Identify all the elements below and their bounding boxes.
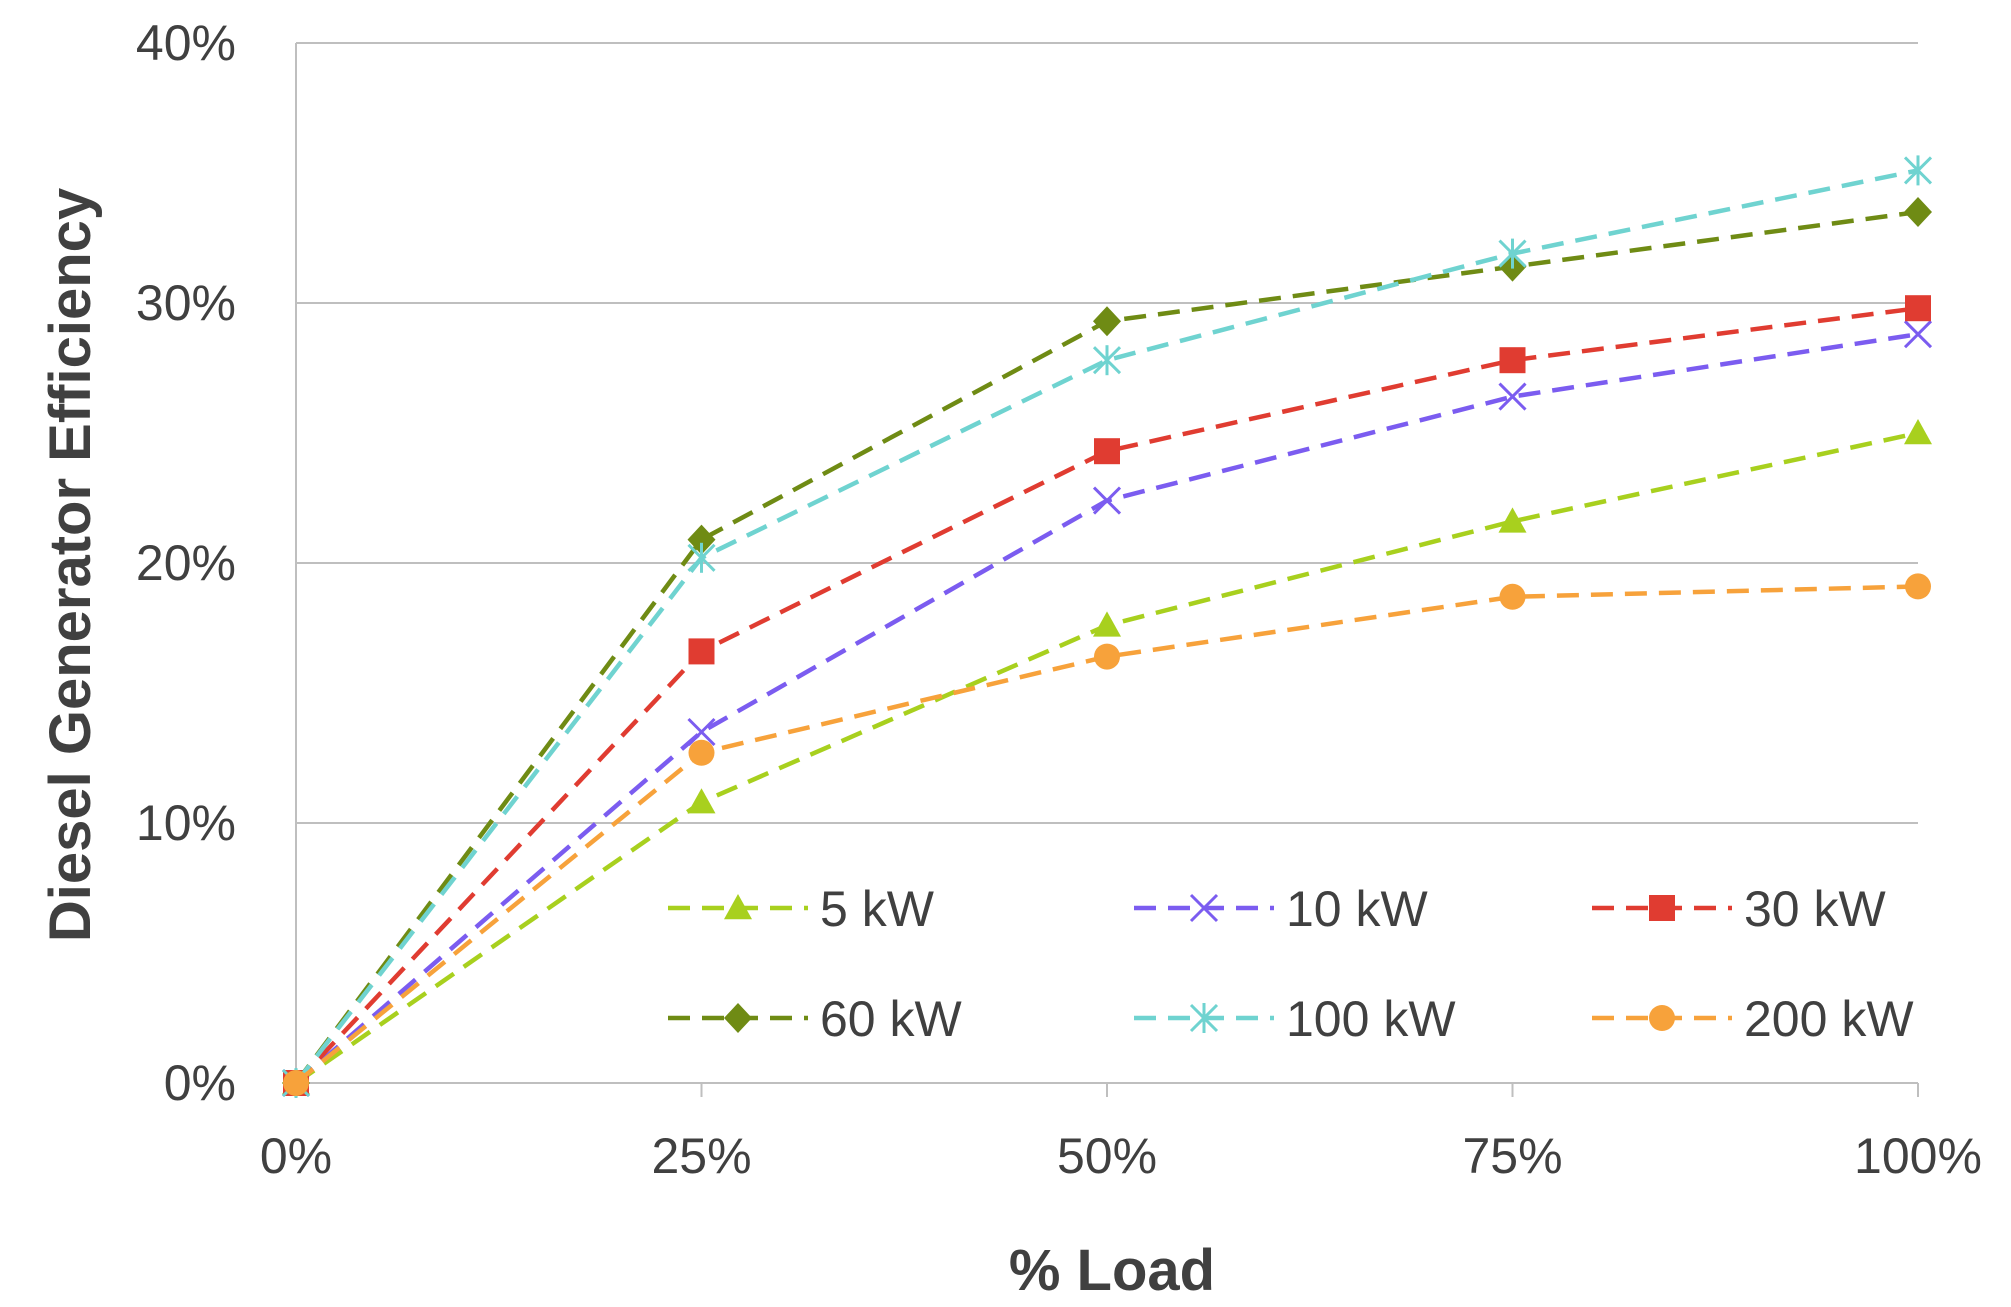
y-tick-label: 0% bbox=[164, 1055, 236, 1111]
data-point-60kw bbox=[1904, 197, 1932, 227]
x-tick-label: 75% bbox=[1462, 1128, 1562, 1184]
legend-item-100kw: 100 kW bbox=[1134, 991, 1456, 1047]
data-point-100kw bbox=[1903, 155, 1933, 186]
data-point-30kw bbox=[1905, 295, 1931, 322]
legend-marker bbox=[724, 1003, 752, 1033]
y-tick-label: 30% bbox=[136, 275, 236, 331]
legend-marker bbox=[1189, 893, 1219, 923]
legend-marker bbox=[1649, 1005, 1675, 1031]
y-tick-label: 10% bbox=[136, 795, 236, 851]
series-line-30kw bbox=[294, 305, 1919, 1085]
axes bbox=[295, 43, 1919, 1097]
data-point-10kw bbox=[1903, 320, 1933, 349]
legend-marker bbox=[724, 894, 752, 920]
data-point-30kw bbox=[1499, 347, 1526, 374]
legend: 5 kW 10 kW 30 kW 60 kW 100 kW 200 kW bbox=[668, 881, 1914, 1047]
legend-label-30kw: 30 kW bbox=[1744, 881, 1887, 937]
y-axis-title: Diesel Generator Efficiency bbox=[38, 188, 103, 942]
data-point-10kw bbox=[687, 717, 716, 747]
legend-item-30kw: 30 kW bbox=[1592, 881, 1887, 937]
legend-label-100kw: 100 kW bbox=[1286, 991, 1456, 1047]
y-tick-labels: 0% 10% 20% 30% 40% bbox=[136, 15, 236, 1111]
data-point-200kw bbox=[1905, 573, 1931, 600]
x-tick-label: 50% bbox=[1057, 1128, 1157, 1184]
data-point-30kw bbox=[1094, 438, 1120, 465]
legend-marker bbox=[1649, 895, 1675, 921]
series-line-100kw bbox=[294, 168, 1919, 1085]
data-point-5kw bbox=[687, 788, 716, 814]
data-point-200kw bbox=[688, 739, 715, 766]
series-group bbox=[281, 155, 1933, 1098]
legend-item-10kw: 10 kW bbox=[1134, 881, 1429, 937]
data-point-200kw bbox=[283, 1070, 309, 1096]
legend-item-5kw: 5 kW bbox=[668, 881, 935, 937]
series-10kw bbox=[281, 320, 1933, 1098]
legend-label-10kw: 10 kW bbox=[1286, 881, 1429, 937]
series-30kw bbox=[283, 295, 1931, 1096]
series-200kw bbox=[283, 573, 1931, 1096]
x-axis-title: % Load bbox=[1009, 1238, 1215, 1303]
data-point-100kw bbox=[687, 542, 716, 573]
gridlines bbox=[296, 42, 1918, 824]
legend-label-5kw: 5 kW bbox=[820, 881, 935, 937]
data-point-5kw bbox=[1904, 419, 1932, 445]
legend-item-200kw: 200 kW bbox=[1592, 991, 1914, 1047]
y-tick-label: 20% bbox=[136, 535, 236, 591]
data-point-60kw bbox=[1093, 306, 1121, 337]
series-5kw bbox=[282, 419, 1932, 1095]
legend-label-60kw: 60 kW bbox=[820, 991, 963, 1047]
data-point-30kw bbox=[688, 638, 715, 665]
data-point-200kw bbox=[1094, 643, 1120, 670]
data-point-10kw bbox=[1498, 382, 1527, 411]
data-point-10kw bbox=[1092, 486, 1122, 515]
legend-label-200kw: 200 kW bbox=[1744, 991, 1914, 1047]
data-point-200kw bbox=[1499, 583, 1526, 610]
x-tick-label: 0% bbox=[260, 1128, 332, 1184]
series-line-5kw bbox=[294, 430, 1919, 1085]
x-tick-label: 25% bbox=[651, 1128, 751, 1184]
data-point-100kw bbox=[1498, 238, 1527, 269]
legend-marker bbox=[1189, 1003, 1219, 1033]
legend-item-60kw: 60 kW bbox=[668, 991, 963, 1047]
data-point-60kw bbox=[687, 524, 716, 555]
y-tick-label: 40% bbox=[136, 15, 236, 71]
data-point-100kw bbox=[1092, 345, 1122, 376]
x-tick-label: 100% bbox=[1854, 1128, 1982, 1184]
data-point-5kw bbox=[1498, 507, 1527, 533]
x-tick-labels: 0% 25% 50% 75% 100% bbox=[260, 1128, 1982, 1184]
data-point-5kw bbox=[1093, 611, 1121, 637]
